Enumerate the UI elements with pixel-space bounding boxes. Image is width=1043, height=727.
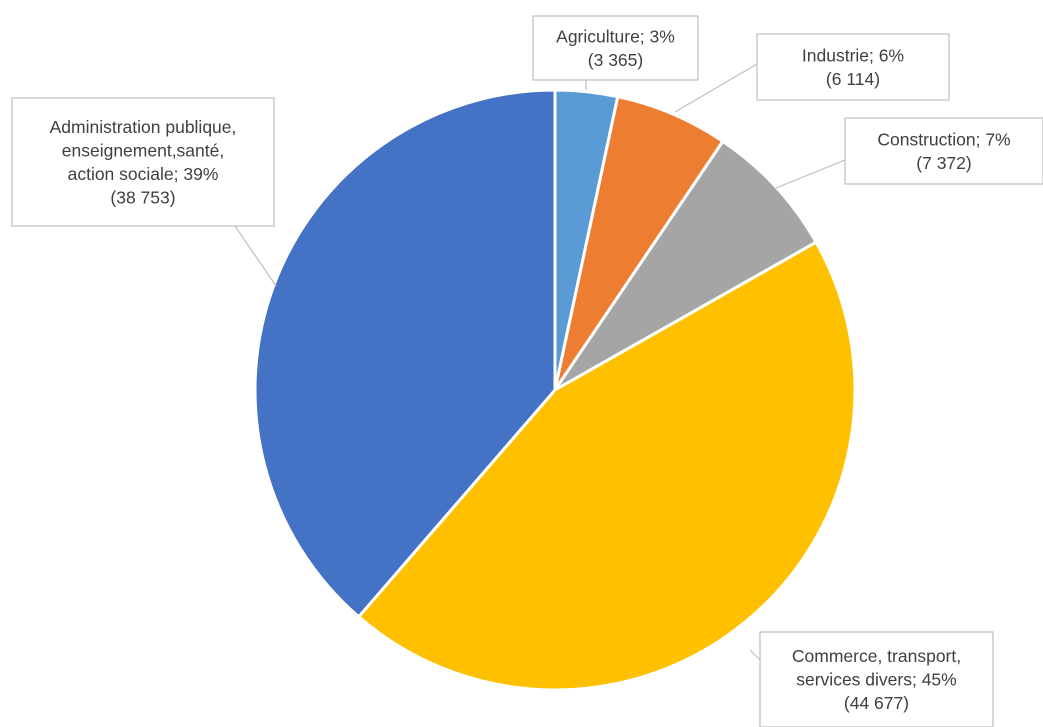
pie-slices [253, 88, 857, 692]
data-label-text: Administration publique, [50, 117, 237, 137]
leader-line-administration [234, 225, 277, 287]
leader-line-commerce [749, 649, 761, 661]
data-label-text: Construction; 7% [877, 129, 1010, 149]
leader-line-construction [775, 159, 846, 189]
pie-slice-commerce [357, 240, 857, 692]
data-label-callouts: Agriculture; 3% (3 365) Industrie; 6% (6 11… [11, 15, 1043, 727]
callout-box [11, 97, 275, 227]
data-label-text: (3 365) [588, 50, 643, 70]
data-label-text: (38 753) [110, 187, 175, 207]
callout-box [756, 33, 950, 101]
data-label-commerce: Commerce, transport, services divers; 45%… [759, 631, 994, 727]
data-label-text: (44 677) [844, 693, 909, 713]
data-label-text: action sociale; 39% [68, 164, 219, 184]
data-label-text: (7 372) [916, 153, 971, 173]
data-label-administration: Administration publique, enseignement,san… [11, 97, 275, 227]
leader-lines [234, 63, 846, 661]
data-label-agriculture: Agriculture; 3% (3 365) [532, 15, 699, 81]
data-label-industrie: Industrie; 6% (6 114) [756, 33, 950, 101]
data-label-text: Commerce, transport, [792, 646, 961, 666]
data-label-construction: Construction; 7% (7 372) [844, 117, 1043, 185]
data-label-text: Agriculture; 3% [556, 26, 675, 46]
callout-box [532, 15, 699, 81]
pie-slice-administration [253, 88, 557, 619]
callout-box [844, 117, 1043, 185]
data-label-text: enseignement,santé, [62, 140, 224, 160]
data-label-text: services divers; 45% [796, 670, 956, 690]
callout-box [759, 631, 994, 727]
leader-line-industrie [674, 63, 758, 113]
data-label-text: (6 114) [826, 69, 880, 89]
pie-slice-construction [553, 139, 818, 392]
data-label-text: Industrie; 6% [802, 45, 904, 65]
